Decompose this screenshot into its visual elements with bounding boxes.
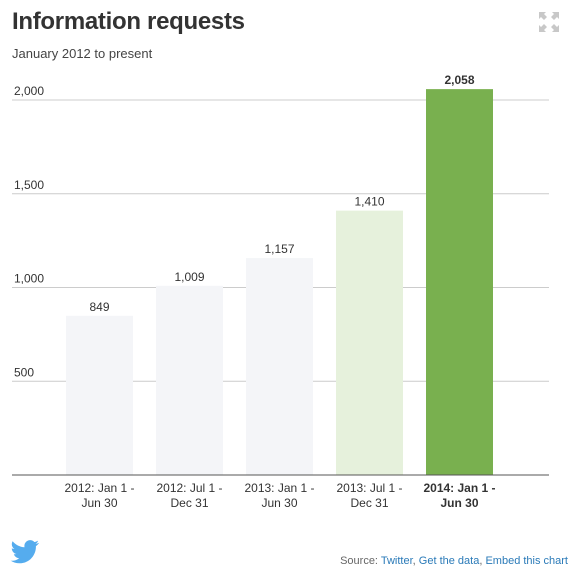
source-separator: , <box>412 555 416 567</box>
data-label: 1,157 <box>264 242 294 256</box>
bar <box>66 315 133 475</box>
bar <box>246 258 313 475</box>
x-tick-label: Jun 30 <box>81 496 117 510</box>
x-tick-label: Dec 31 <box>170 496 208 510</box>
source-separator: , <box>479 555 483 567</box>
chart-title: Information requests <box>12 8 245 35</box>
x-tick-label: 2012: Jul 1 - <box>156 481 222 495</box>
source-prefix: Source: <box>340 555 378 567</box>
bar <box>156 285 223 475</box>
x-tick-label: 2012: Jan 1 - <box>64 481 134 495</box>
x-tick-label: 2014: Jan 1 - <box>423 481 495 495</box>
get-data-link[interactable]: Get the data <box>418 555 480 567</box>
chart-subtitle: January 2012 to present <box>12 46 153 61</box>
twitter-bird-icon[interactable] <box>10 540 40 564</box>
y-tick-label: 1,000 <box>14 272 44 286</box>
x-tick-label: Dec 31 <box>350 496 388 510</box>
x-tick-label: 2013: Jan 1 - <box>244 481 314 495</box>
data-label: 1,410 <box>354 195 384 209</box>
x-tick-label: Jun 30 <box>261 496 297 510</box>
data-label: 849 <box>89 300 109 314</box>
data-label: 1,009 <box>174 270 204 284</box>
bar <box>426 89 493 475</box>
embed-chart-link[interactable]: Embed this chart <box>485 555 568 567</box>
y-tick-label: 1,500 <box>14 178 44 192</box>
y-tick-label: 2,000 <box>14 84 44 98</box>
x-tick-label: Jun 30 <box>440 496 478 510</box>
source-line: Source: Twitter, Get the data, Embed thi… <box>340 555 568 567</box>
y-tick-label: 500 <box>14 365 34 379</box>
x-tick-label: 2013: Jul 1 - <box>336 481 402 495</box>
bar <box>336 210 403 475</box>
expand-icon[interactable] <box>538 11 560 33</box>
source-link[interactable]: Twitter <box>380 555 413 567</box>
data-label: 2,058 <box>444 73 474 87</box>
